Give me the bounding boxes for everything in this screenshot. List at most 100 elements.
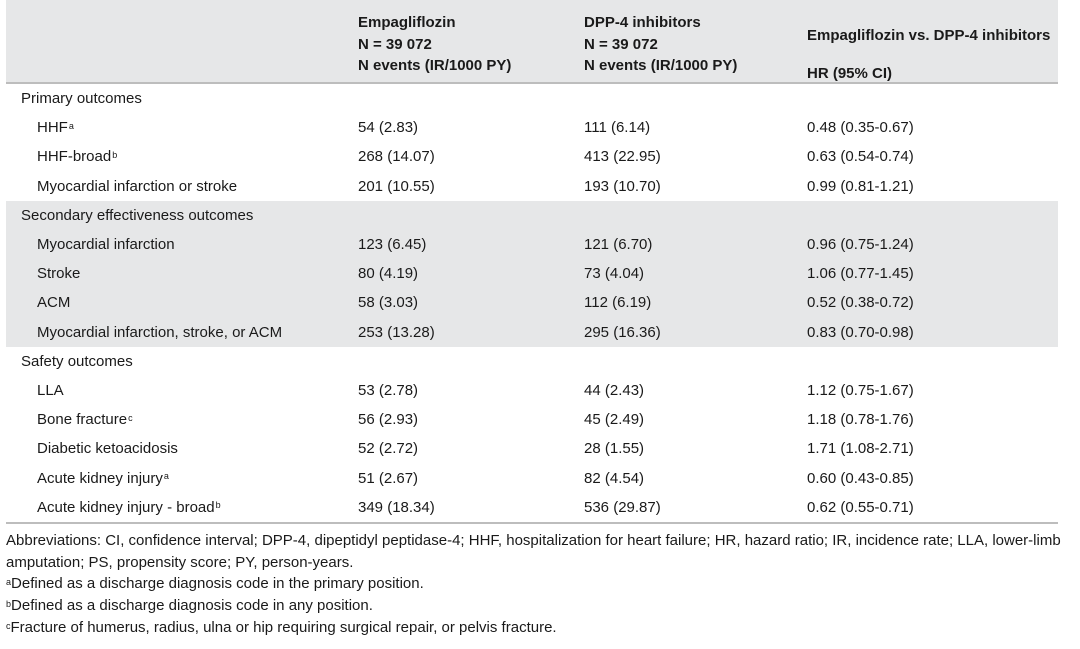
footnote-b: bDefined as a discharge diagnosis code i… — [6, 595, 1066, 617]
empagliflozin-value: 253 (13.28) — [358, 323, 435, 341]
header-empagliflozin: Empagliflozin N = 39 072 N events (IR/10… — [358, 12, 511, 77]
hazard-ratio-value: 0.62 (0.55-0.71) — [807, 498, 914, 516]
table-row: Stroke 80 (4.19) 73 (4.04) 1.06 (0.77-1.45) — [6, 259, 1058, 289]
footnote-c-text: Fracture of humerus, radius, ulna or hip… — [10, 618, 557, 636]
outcome-label-text: HHF — [37, 119, 68, 137]
section-row: Secondary effectiveness outcomes — [6, 200, 1058, 230]
header-dpp4: DPP-4 inhibitors N = 39 072 N events (IR… — [584, 12, 737, 77]
empagliflozin-value: 349 (18.34) — [358, 498, 435, 516]
outcome-label-text: HHF-broad — [37, 148, 112, 166]
outcome-label-text: Acute kidney injury — [37, 469, 163, 487]
outcome-label-text: Stroke — [37, 265, 81, 283]
empagliflozin-value: 58 (3.03) — [358, 294, 419, 312]
outcome-label: Acute kidney injury - broad b — [37, 493, 221, 522]
header-empagliflozin-name: Empagliflozin — [358, 14, 456, 31]
dpp4-value: 28 (1.55) — [584, 440, 645, 458]
outcome-label-text: Myocardial infarction, stroke, or ACM — [37, 323, 283, 341]
table-body: Primary outcomes HHF a 54 (2.83) 111 (6.14) 0… — [6, 84, 1058, 524]
section-label: Safety outcomes — [21, 347, 133, 376]
outcomes-table: Empagliflozin N = 39 072 N events (IR/10… — [6, 0, 1058, 524]
outcome-label: Stroke — [37, 259, 80, 288]
dpp4-value: 44 (2.43) — [584, 381, 645, 399]
table-row: HHF-broad b 268 (14.07) 413 (22.95) 0.63 (0.… — [6, 142, 1058, 171]
footnote-b-text: Defined as a discharge diagnosis code in… — [11, 597, 373, 615]
hazard-ratio-value: 0.52 (0.38-0.72) — [807, 294, 914, 312]
dpp4-value: 295 (16.36) — [584, 323, 661, 341]
footnote-marker: a — [163, 471, 169, 482]
dpp4-value: 82 (4.54) — [584, 469, 645, 487]
hazard-ratio-value: 0.96 (0.75-1.24) — [807, 236, 914, 254]
table-row: ACM 58 (3.03) 112 (6.19) 0.52 (0.38-0.72) — [6, 288, 1058, 318]
outcome-label: Acute kidney injury a — [37, 463, 169, 492]
dpp4-value: 45 (2.49) — [584, 411, 645, 429]
outcome-label: LLA — [37, 376, 64, 405]
section-row: Safety outcomes — [6, 347, 1058, 376]
outcome-label-text: Primary outcomes — [21, 90, 142, 108]
empagliflozin-value: 52 (2.72) — [358, 440, 419, 458]
hazard-ratio-value: 0.99 (0.81-1.21) — [807, 177, 914, 195]
empagliflozin-value: 80 (4.19) — [358, 265, 419, 283]
footnote-a-text: Defined as a discharge diagnosis code in… — [11, 575, 424, 593]
outcome-label-text: Acute kidney injury - broad — [37, 498, 215, 516]
table-row: Diabetic ketoacidosis 52 (2.72) 28 (1.55) 1… — [6, 434, 1058, 463]
table-row: Myocardial infarction or stroke 201 (10.5… — [6, 172, 1058, 201]
section-label: Primary outcomes — [21, 84, 142, 113]
header-comparison-title: Empagliflozin vs. DPP-4 inhibitors — [807, 27, 1051, 44]
footnote-abbreviations: Abbreviations: CI, confidence interval; … — [6, 532, 1061, 571]
empagliflozin-value: 54 (2.83) — [358, 119, 419, 137]
section-row: Primary outcomes — [6, 84, 1058, 113]
header-dpp4-n: N = 39 072 — [584, 35, 658, 53]
dpp4-value: 121 (6.70) — [584, 236, 653, 254]
header-dpp4-name: DPP-4 inhibitors — [584, 14, 701, 31]
table-footnotes: Abbreviations: CI, confidence interval; … — [6, 530, 1066, 639]
outcome-label: Myocardial infarction — [37, 230, 175, 259]
outcome-label-text: Diabetic ketoacidosis — [37, 440, 178, 458]
header-comparison-hr: HR (95% CI) — [807, 65, 893, 82]
dpp4-value: 536 (29.87) — [584, 498, 661, 516]
empagliflozin-value: 201 (10.55) — [358, 177, 435, 195]
hazard-ratio-value: 1.18 (0.78-1.76) — [807, 411, 914, 429]
outcome-label: Myocardial infarction, stroke, or ACM — [37, 318, 282, 347]
footnote-a-mark: a — [6, 577, 12, 588]
footnote-marker: c — [128, 412, 133, 423]
header-dpp4-events: N events (IR/1000 PY) — [584, 57, 738, 74]
outcome-label-text: Myocardial infarction — [37, 236, 175, 254]
footnote-c: cFracture of humerus, radius, ulna or hi… — [6, 617, 1066, 639]
section-label: Secondary effectiveness outcomes — [21, 201, 253, 230]
empagliflozin-value: 56 (2.93) — [358, 411, 419, 429]
table-row: Bone fracture c 56 (2.93) 45 (2.49) 1.18 (0.… — [6, 405, 1058, 434]
footnote-marker: b — [112, 149, 118, 160]
footnote-marker: a — [68, 120, 74, 131]
table-row: HHF a 54 (2.83) 111 (6.14) 0.48 (0.35-0.67) — [6, 113, 1058, 142]
hazard-ratio-value: 0.83 (0.70-0.98) — [807, 323, 914, 341]
outcome-label: Myocardial infarction or stroke — [37, 172, 237, 201]
header-empagliflozin-events: N events (IR/1000 PY) — [358, 57, 512, 74]
outcome-label: Bone fracture c — [37, 405, 133, 434]
outcome-label-text: Myocardial infarction or stroke — [37, 177, 238, 195]
dpp4-value: 111 (6.14) — [584, 119, 651, 137]
dpp4-value: 73 (4.04) — [584, 265, 645, 283]
outcome-label-text: Secondary effectiveness outcomes — [21, 206, 254, 224]
empagliflozin-value: 53 (2.78) — [358, 381, 419, 399]
footnote-c-mark: c — [6, 620, 11, 631]
table-row: Acute kidney injury a 51 (2.67) 82 (4.54) 0.… — [6, 463, 1058, 492]
outcome-label-text: Safety outcomes — [21, 352, 133, 370]
footnote-a: aDefined as a discharge diagnosis code i… — [6, 573, 1066, 595]
dpp4-value: 112 (6.19) — [584, 294, 652, 312]
table-row: LLA 53 (2.78) 44 (2.43) 1.12 (0.75-1.67) — [6, 376, 1058, 405]
dpp4-value: 413 (22.95) — [584, 148, 661, 166]
header-comparison: Empagliflozin vs. DPP-4 inhibitors HR (9… — [807, 17, 1050, 93]
outcome-label: Diabetic ketoacidosis — [37, 434, 178, 463]
hazard-ratio-value: 1.06 (0.77-1.45) — [807, 265, 914, 283]
outcome-label: HHF-broad b — [37, 142, 117, 171]
table-row: Myocardial infarction, stroke, or ACM 253… — [6, 317, 1058, 347]
outcome-label-text: ACM — [37, 294, 71, 312]
footnote-marker: b — [215, 500, 221, 511]
dpp4-value: 193 (10.70) — [584, 177, 661, 195]
table-row: Acute kidney injury - broad b 349 (18.34) 5… — [6, 493, 1058, 524]
outcome-label: ACM — [37, 288, 70, 317]
hazard-ratio-value: 1.71 (1.08-2.71) — [807, 440, 914, 458]
table-row: Myocardial infarction 123 (6.45) 121 (6.70… — [6, 229, 1058, 260]
hazard-ratio-value: 0.63 (0.54-0.74) — [807, 148, 914, 166]
table-header: Empagliflozin N = 39 072 N events (IR/10… — [6, 0, 1058, 84]
